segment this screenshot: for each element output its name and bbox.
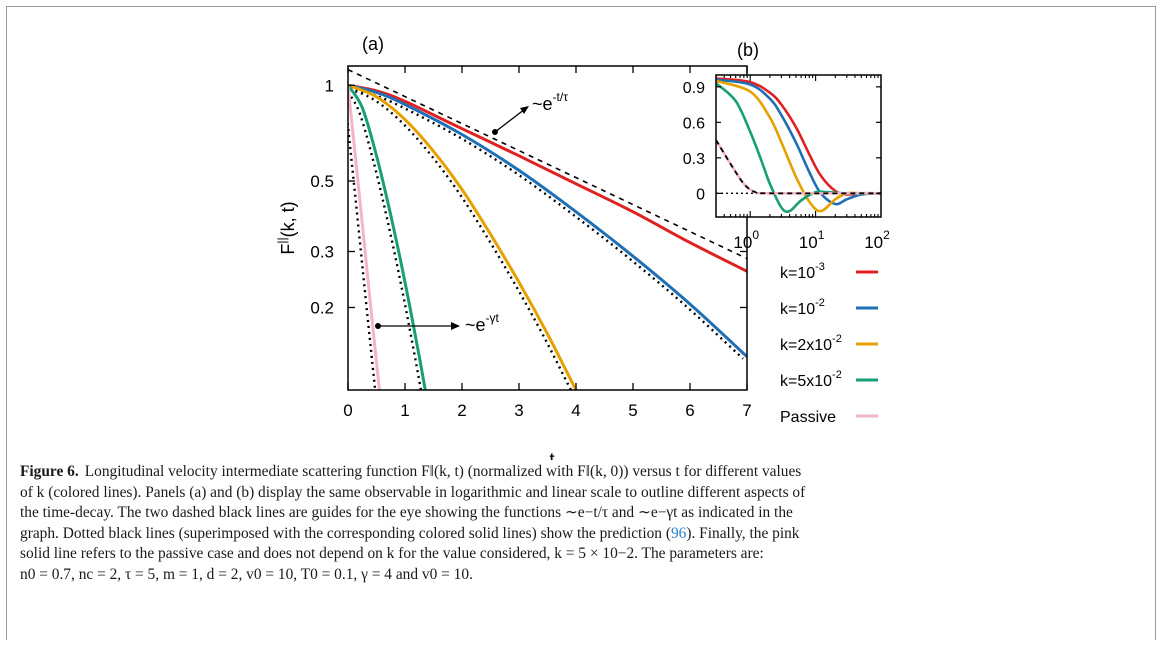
panel-b: (b) 0.9 0.6 0.3 0 100 101 102 [683,40,890,252]
inset-y-tick-label: 0.6 [683,115,705,132]
tau-annotation-base: ~e [532,94,553,114]
x-tick-label: 3 [514,401,523,420]
inset-x-tick-label: 100 [733,228,759,252]
legend-entry: Passive [780,409,878,426]
legend-label: k=10-2 [780,297,825,318]
inset-y-tick-label: 0.9 [683,80,705,97]
inset-series-line-1 [716,78,881,206]
panel-b-label: (b) [737,40,759,60]
figure: (a) 0 1 2 3 4 5 6 710.50.30.2 ~e-t/τ ~e-γt F||(… [275,34,890,460]
x-tick-label: 7 [742,401,751,420]
x-tick-label: 2 [457,401,466,420]
prediction-dotted-line-4 [348,114,377,390]
x-tick-label: 4 [571,401,580,420]
figure-caption: Figure 6. Longitudinal velocity intermedi… [20,462,1150,585]
legend: k=10-3 k=10-2 k=2x10-2 k=5x10-2 Passive [780,261,878,426]
legend-entry: k=2x10-2 [780,333,878,354]
gamma-annotation-base: ~e [465,315,486,335]
caption-line: solid line refers to the passive case an… [20,545,764,562]
prediction-dotted-line-3 [348,90,423,390]
guide-line-0 [348,68,747,260]
caption-equation-link[interactable]: 96 [670,524,687,542]
caption-line: graph. Dotted black lines (superimposed … [20,524,800,542]
series-line-2 [348,83,578,390]
series-line-4 [348,85,381,390]
legend-label: k=10-3 [780,261,825,282]
panel-b-axes-frame [715,74,882,218]
gamma-annotation-sup: -γt [486,311,500,325]
caption-line: n0 = 0.7, nc = 2, τ = 5, m = 1, d = 2, v… [20,565,473,583]
legend-entry: k=5x10-2 [780,369,878,390]
y-axis-label: F||(k, t) [275,201,298,254]
tau-annotation-sup: -t/τ [553,90,569,104]
inset-x-tick-label: 101 [799,228,825,252]
series-line-1 [348,83,747,358]
y-tick-label: 1 [325,76,334,95]
caption-line: Figure 6. Longitudinal velocity intermedi… [20,463,802,480]
inset-x-tick-label: 102 [864,228,890,252]
svg-text:~e-t/τ: ~e-t/τ [532,90,568,114]
prediction-dotted-line-2 [348,87,573,390]
panel-a: (a) 0 1 2 3 4 5 6 710.50.30.2 ~e-t/τ ~e-γt F||(… [275,34,752,460]
x-axis-label: t [549,450,555,460]
tau-annotation: ~e-t/τ [492,90,568,135]
y-tick-label: 0.2 [310,298,334,317]
caption-line: of k (colored lines). Panels (a) and (b)… [20,483,806,501]
panel-a-label: (a) [362,34,384,54]
legend-entry: k=10-2 [780,297,878,318]
series-line-0 [348,83,747,273]
caption-line: the time-decay. The two dashed black lin… [20,504,793,521]
inset-guide-line [716,139,881,195]
legend-label: k=5x10-2 [780,369,842,390]
panel-a-axes-frame [347,65,748,391]
y-tick-label: 0.5 [310,172,334,191]
figure-frame [6,6,1156,640]
legend-label: Passive [780,409,836,426]
legend-label: k=2x10-2 [780,333,842,354]
y-tick-label: 0.3 [310,242,334,261]
inset-y-tick-label: 0.3 [683,151,705,168]
x-tick-label: 6 [685,401,694,420]
series-line-3 [348,84,427,390]
x-tick-label: 5 [628,401,637,420]
inset-y-tick-label: 0 [696,186,705,203]
x-tick-label: 0 [343,401,352,420]
caption-label: Figure 6. [20,463,79,480]
prediction-dotted-line-1 [348,86,744,360]
legend-entry: k=10-3 [780,261,878,282]
svg-text:~e-γt: ~e-γt [465,311,500,335]
gamma-annotation: ~e-γt [375,311,500,335]
x-tick-label: 1 [400,401,409,420]
